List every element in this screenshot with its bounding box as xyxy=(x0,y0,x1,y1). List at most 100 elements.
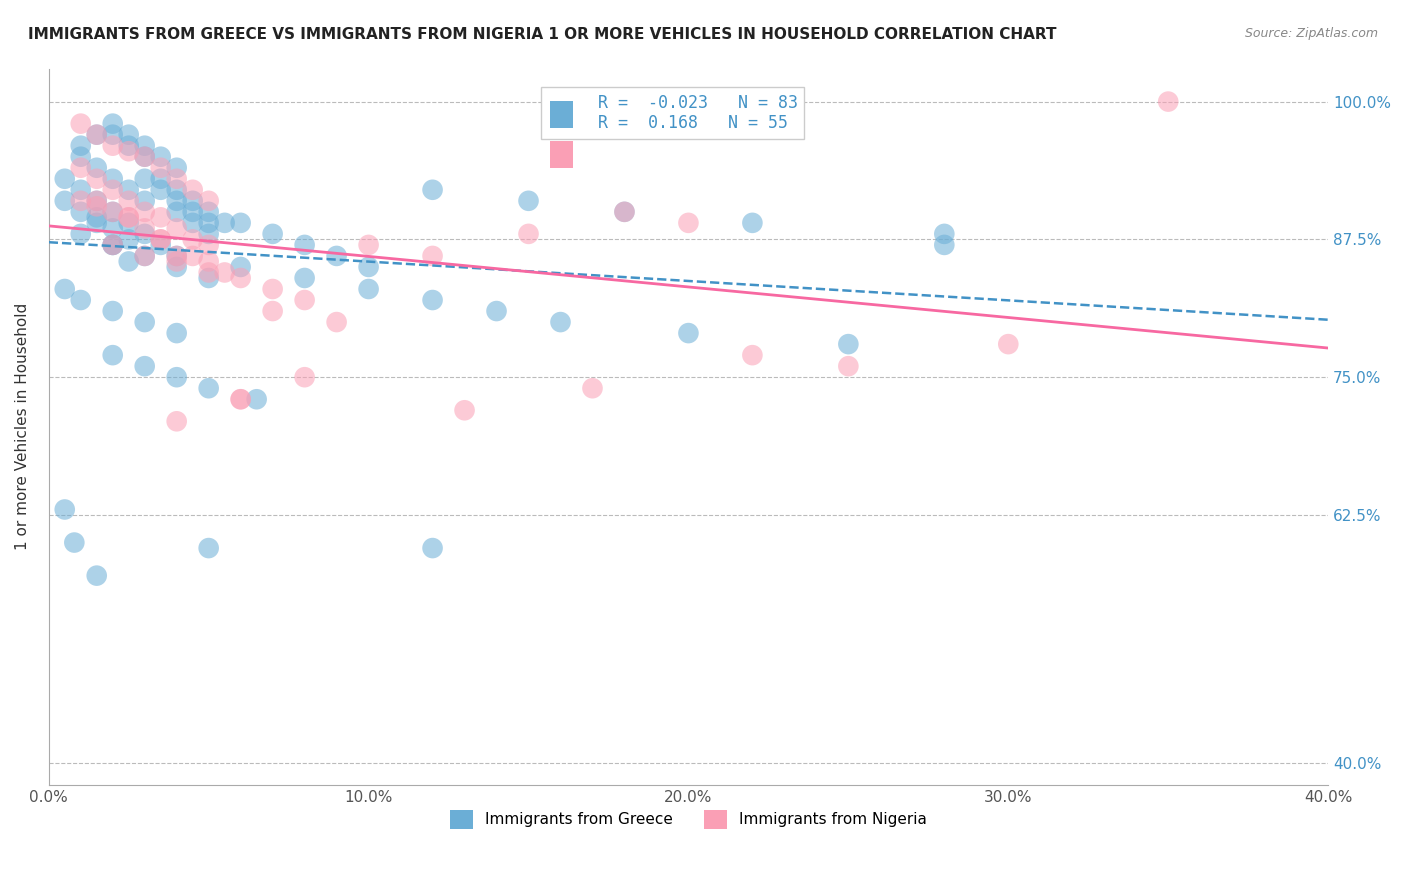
Text: Source: ZipAtlas.com: Source: ZipAtlas.com xyxy=(1244,27,1378,40)
Point xyxy=(118,216,141,230)
Point xyxy=(118,183,141,197)
Point xyxy=(86,171,108,186)
Point xyxy=(149,211,172,225)
Point xyxy=(197,204,219,219)
Point xyxy=(581,381,603,395)
Point xyxy=(101,138,124,153)
Point xyxy=(69,183,91,197)
Point xyxy=(86,194,108,208)
Point xyxy=(485,304,508,318)
Point xyxy=(197,216,219,230)
Point xyxy=(229,216,252,230)
Point xyxy=(246,392,269,407)
Point xyxy=(294,271,316,285)
Point xyxy=(69,150,91,164)
Point xyxy=(166,221,188,235)
Point xyxy=(294,238,316,252)
Point xyxy=(229,271,252,285)
Point xyxy=(453,403,475,417)
Point xyxy=(134,315,156,329)
Point xyxy=(229,392,252,407)
Point xyxy=(69,204,91,219)
Point xyxy=(166,161,188,175)
Point xyxy=(325,249,347,263)
Point xyxy=(997,337,1019,351)
Point xyxy=(197,265,219,279)
Point xyxy=(69,194,91,208)
Point xyxy=(101,348,124,362)
Bar xyxy=(550,101,574,128)
Point xyxy=(149,232,172,246)
Point xyxy=(118,232,141,246)
Point xyxy=(118,254,141,268)
Point xyxy=(118,194,141,208)
Point xyxy=(613,204,636,219)
Point xyxy=(934,227,956,241)
Point xyxy=(134,221,156,235)
Point xyxy=(53,171,76,186)
Y-axis label: 1 or more Vehicles in Household: 1 or more Vehicles in Household xyxy=(15,303,30,550)
Point xyxy=(86,199,108,213)
Point xyxy=(422,249,444,263)
Point xyxy=(118,211,141,225)
Point xyxy=(134,249,156,263)
Point xyxy=(69,161,91,175)
Text: R =  -0.023   N = 83
     R =  0.168   N = 55: R = -0.023 N = 83 R = 0.168 N = 55 xyxy=(548,94,797,132)
Point xyxy=(181,204,204,219)
Point xyxy=(134,150,156,164)
Point xyxy=(134,359,156,374)
Point xyxy=(181,194,204,208)
Point xyxy=(134,227,156,241)
Point xyxy=(101,183,124,197)
Point xyxy=(262,304,284,318)
Text: IMMIGRANTS FROM GREECE VS IMMIGRANTS FROM NIGERIA 1 OR MORE VEHICLES IN HOUSEHOL: IMMIGRANTS FROM GREECE VS IMMIGRANTS FRO… xyxy=(28,27,1057,42)
Point xyxy=(181,232,204,246)
Point xyxy=(101,128,124,142)
Point xyxy=(134,249,156,263)
Point xyxy=(149,183,172,197)
Point xyxy=(197,381,219,395)
Point xyxy=(69,293,91,307)
Point xyxy=(86,216,108,230)
Point xyxy=(86,211,108,225)
Point xyxy=(134,150,156,164)
Point xyxy=(837,359,859,374)
Point xyxy=(741,348,763,362)
Point xyxy=(134,194,156,208)
Point xyxy=(101,238,124,252)
Point xyxy=(166,249,188,263)
Point xyxy=(166,414,188,428)
Point xyxy=(118,211,141,225)
Point xyxy=(166,260,188,274)
Point xyxy=(149,238,172,252)
Point xyxy=(197,541,219,555)
Point xyxy=(741,216,763,230)
Point xyxy=(1157,95,1180,109)
Point xyxy=(357,282,380,296)
Point xyxy=(53,502,76,516)
Point xyxy=(149,171,172,186)
Point xyxy=(181,249,204,263)
Point xyxy=(262,227,284,241)
Point xyxy=(134,204,156,219)
Point xyxy=(86,128,108,142)
Point xyxy=(197,227,219,241)
Point xyxy=(166,370,188,384)
Point xyxy=(101,171,124,186)
Point xyxy=(63,535,86,549)
Bar xyxy=(550,141,574,168)
Point xyxy=(550,315,572,329)
Point xyxy=(166,183,188,197)
Point xyxy=(678,326,700,340)
Point xyxy=(294,293,316,307)
Point xyxy=(166,194,188,208)
Point xyxy=(53,282,76,296)
Point xyxy=(118,138,141,153)
Point xyxy=(181,216,204,230)
Point xyxy=(294,370,316,384)
Point xyxy=(53,194,76,208)
Point xyxy=(357,260,380,274)
Point xyxy=(166,254,188,268)
Point xyxy=(86,568,108,582)
Point xyxy=(934,238,956,252)
